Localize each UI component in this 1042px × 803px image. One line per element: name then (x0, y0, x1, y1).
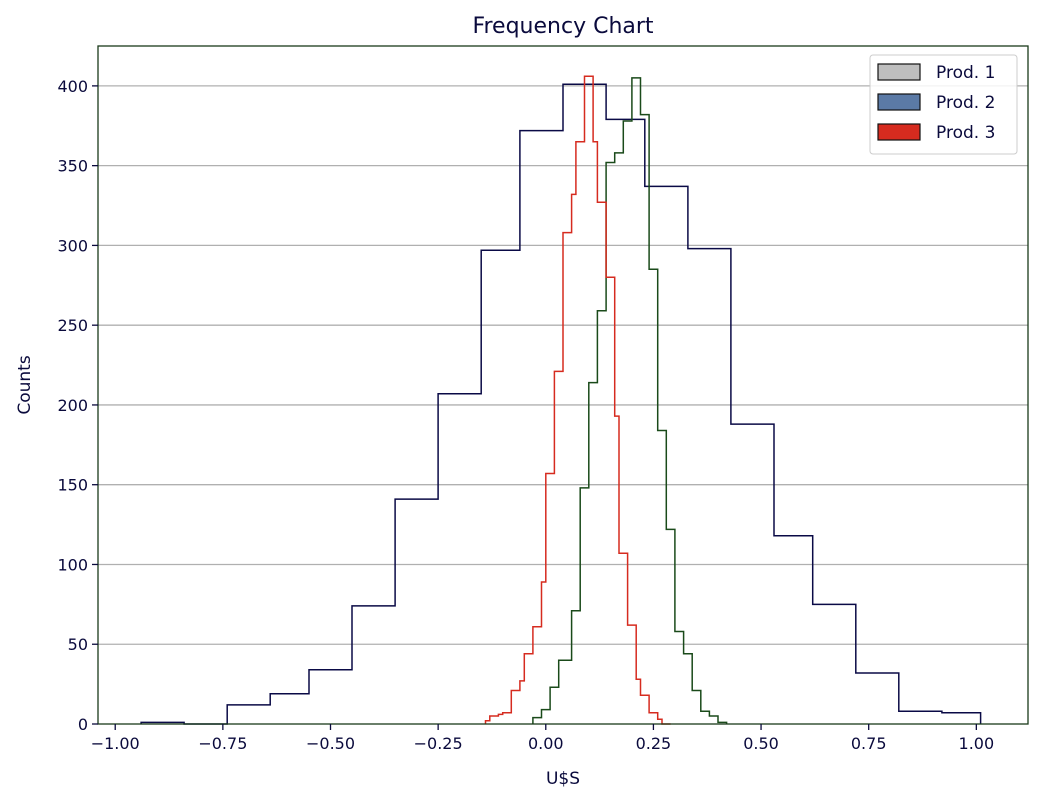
histogram-prod-1 (532, 77, 728, 724)
histogram-prod-3 (484, 75, 671, 725)
x-tick-label: −0.50 (306, 734, 355, 753)
y-axis-ticks: 0 50 100 150 200 250 300 350 400 (57, 77, 98, 734)
y-tick-label: 300 (57, 236, 88, 255)
legend-label: Prod. 2 (936, 93, 995, 113)
y-tick-label: 0 (78, 715, 88, 734)
x-tick-label: −0.75 (198, 734, 247, 753)
legend: Prod. 1 Prod. 2 Prod. 3 (869, 54, 1018, 155)
y-tick-label: 50 (68, 635, 88, 654)
plot-frame (97, 45, 1029, 725)
y-tick-label: 200 (57, 396, 88, 415)
x-tick-label: −1.00 (91, 734, 140, 753)
y-tick-label: 350 (57, 157, 88, 176)
legend-swatch (877, 123, 921, 141)
x-tick-label: −0.25 (414, 734, 463, 753)
x-tick-label: 0.50 (743, 734, 779, 753)
x-axis-ticks: −1.00 −0.75 −0.50 −0.25 0.00 0.25 0.50 0.75 1.00 (91, 724, 994, 753)
chart-title: Frequency Chart (472, 14, 653, 39)
x-tick-label: 0.75 (851, 734, 887, 753)
y-axis-label: Counts (15, 355, 35, 414)
legend-swatch (877, 63, 921, 81)
y-tick-label: 150 (57, 476, 88, 495)
x-tick-label: 0.00 (528, 734, 564, 753)
y-tick-label: 250 (57, 316, 88, 335)
x-tick-label: 0.25 (636, 734, 672, 753)
y-tick-label: 400 (57, 77, 88, 96)
legend-label: Prod. 3 (936, 123, 995, 143)
y-tick-label: 100 (57, 555, 88, 574)
x-tick-label: 1.00 (959, 734, 995, 753)
histogram-prod-2 (140, 83, 982, 725)
x-axis-label: U$S (546, 769, 580, 789)
legend-label: Prod. 1 (936, 63, 995, 83)
legend-swatch (877, 93, 921, 111)
histogram-series (140, 75, 982, 725)
